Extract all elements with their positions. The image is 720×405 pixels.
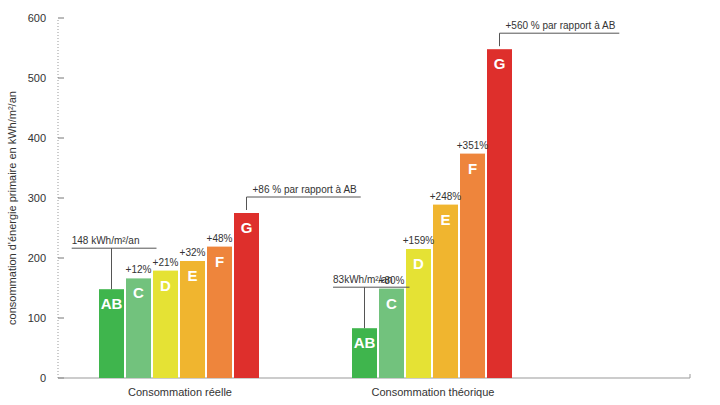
category-label: Consommation réelle bbox=[128, 386, 232, 398]
bar bbox=[126, 278, 151, 378]
y-axis-label: consommation d'énergie primaire en kWh/m… bbox=[6, 91, 18, 325]
leader bbox=[72, 248, 157, 249]
bar-letter: E bbox=[440, 211, 450, 228]
leader bbox=[364, 287, 365, 328]
bar bbox=[234, 213, 259, 378]
annotation: +32% bbox=[180, 247, 206, 258]
leader bbox=[247, 197, 361, 198]
annotation: +48% bbox=[207, 233, 233, 244]
bar-letter: F bbox=[215, 253, 224, 270]
annotation: +248% bbox=[430, 191, 462, 202]
bar bbox=[406, 249, 431, 378]
y-tick bbox=[58, 318, 64, 319]
leader bbox=[111, 248, 112, 289]
bar-letter: C bbox=[133, 284, 144, 301]
leader bbox=[246, 197, 247, 210]
bar-letter: D bbox=[160, 277, 171, 294]
annotation: +560 % par rapport à AB bbox=[506, 20, 616, 31]
leader bbox=[500, 33, 620, 34]
annotation: +12% bbox=[126, 264, 152, 275]
y-tick bbox=[58, 258, 64, 259]
bar bbox=[460, 154, 485, 378]
bar-letter: F bbox=[468, 160, 477, 177]
y-tick bbox=[58, 198, 64, 199]
y-tick-label: 200 bbox=[28, 252, 46, 264]
bar-letter: D bbox=[413, 255, 424, 272]
y-tick-label: 400 bbox=[28, 132, 46, 144]
annotation: +21% bbox=[153, 257, 179, 268]
bar bbox=[487, 49, 512, 378]
labels: AB 148 kWh/m²/an C +12% D +21% E +32% F +48% G +86 … bbox=[72, 20, 620, 351]
y-tick bbox=[58, 138, 64, 139]
bar-letter: AB bbox=[354, 334, 376, 351]
leader bbox=[499, 33, 500, 46]
bars bbox=[99, 49, 512, 378]
bar bbox=[433, 205, 458, 378]
category-label: Consommation théorique bbox=[372, 386, 495, 398]
annotation: +351% bbox=[457, 140, 489, 151]
y-tick-label: 100 bbox=[28, 312, 46, 324]
bar bbox=[207, 247, 232, 378]
annotation: +159% bbox=[403, 235, 435, 246]
annotation: +80% bbox=[379, 275, 405, 286]
bar bbox=[379, 289, 404, 378]
y-tick-label: 0 bbox=[40, 372, 46, 384]
bar-letter: C bbox=[386, 295, 397, 312]
bar bbox=[352, 328, 377, 378]
bar bbox=[180, 261, 205, 378]
y-tick bbox=[58, 78, 64, 79]
bar-letter: AB bbox=[101, 295, 123, 312]
bar-letter: G bbox=[494, 55, 506, 72]
leader bbox=[333, 287, 409, 288]
bar bbox=[153, 271, 178, 378]
chart: 0 100 200 300 400 500 600 consommation d'énergi… bbox=[0, 0, 720, 405]
bar-letter: E bbox=[187, 267, 197, 284]
annotation: 148 kWh/m²/an bbox=[72, 235, 140, 246]
y-tick-label: 300 bbox=[28, 192, 46, 204]
x-axis-end bbox=[690, 374, 691, 378]
y-tick-label: 500 bbox=[28, 72, 46, 84]
y-tick-label: 600 bbox=[28, 12, 46, 24]
bar-letter: G bbox=[241, 219, 253, 236]
bar bbox=[99, 289, 124, 378]
y-tick bbox=[58, 18, 64, 19]
annotation: +86 % par rapport à AB bbox=[253, 184, 358, 195]
